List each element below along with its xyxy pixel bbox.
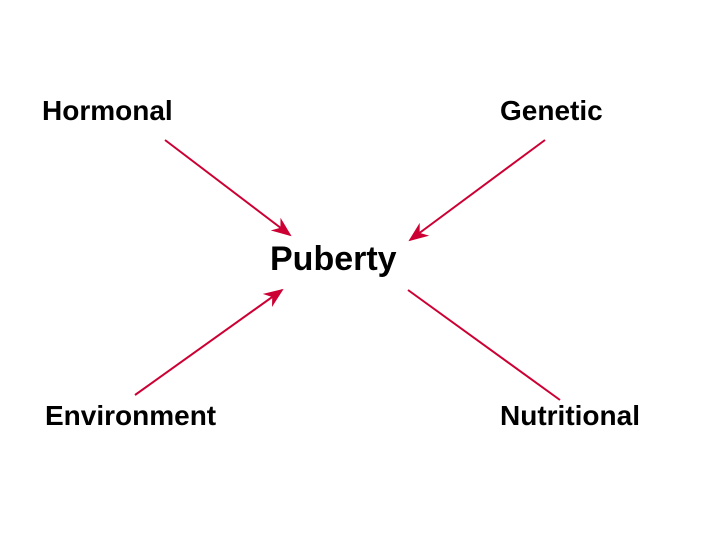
factor-node-hormonal: Hormonal xyxy=(42,95,173,127)
diagram-stage: Puberty Hormonal Genetic Environment Nut… xyxy=(0,0,720,540)
edge-top_left xyxy=(165,140,290,235)
factor-node-genetic: Genetic xyxy=(500,95,603,127)
edge-top_right xyxy=(410,140,545,240)
edge-bottom_left xyxy=(135,290,282,395)
edge-bottom_right xyxy=(408,290,560,400)
center-node-puberty: Puberty xyxy=(270,240,397,279)
factor-node-nutritional: Nutritional xyxy=(500,400,640,432)
factor-node-environment: Environment xyxy=(45,400,216,432)
